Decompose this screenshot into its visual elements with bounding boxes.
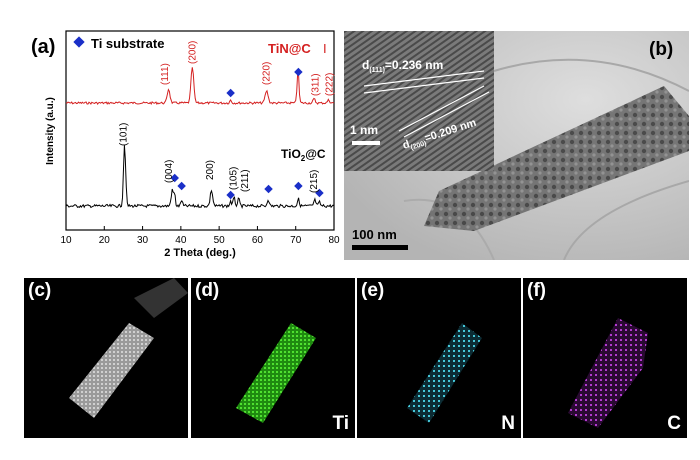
- c-map: (f) C: [523, 278, 687, 438]
- panel-label-c: (c): [28, 280, 52, 301]
- peak-label: (222): [324, 73, 335, 96]
- tin-c-pattern-line: [65, 67, 335, 106]
- hrtem-inset: [344, 31, 494, 171]
- peak-label: (105): [228, 167, 239, 190]
- ti-map: (d) Ti: [191, 278, 355, 438]
- x-tick-label: 80: [328, 235, 340, 246]
- nanorod-c: [568, 318, 648, 428]
- x-axis: 10 20 30 40 50 60 70 80: [60, 226, 340, 246]
- inset-scale-label: 1 nm: [350, 123, 378, 137]
- x-tick-label: 20: [99, 235, 111, 246]
- xrd-chart: 10 20 30 40 50 60 70 80 (111) (200) (220) (311) (22…: [31, 30, 340, 259]
- ti-substrate-marker: [177, 181, 186, 191]
- ti-substrate-marker: [294, 67, 303, 77]
- y-axis-label: Intensity (a.u.): [45, 97, 56, 165]
- peak-label: (101): [118, 123, 129, 146]
- panel-label-f: (f): [527, 280, 546, 301]
- element-label-ti: Ti: [332, 413, 349, 434]
- peak-label: (311): [311, 73, 322, 96]
- peak-label: 200): [205, 160, 216, 180]
- ti-substrate-marker: [226, 88, 235, 98]
- tio2-c-pattern-line: [65, 145, 335, 209]
- x-axis-label: 2 Theta (deg.): [164, 247, 236, 259]
- plot-frame: [65, 30, 335, 231]
- tio2-series-label: TiO2@C: [281, 147, 326, 163]
- ti-substrate-marker: [315, 188, 324, 198]
- nanorod-image: [424, 86, 689, 231]
- scale-bar-label: 100 nm: [352, 227, 397, 242]
- legend-diamond-icon: [73, 36, 85, 48]
- peak-label: (215): [309, 170, 320, 193]
- haadf-map: (c): [24, 278, 188, 438]
- ti-substrate-marker: [170, 173, 179, 183]
- peak-label: (220): [262, 62, 273, 85]
- inset-scale-bar: [352, 141, 380, 145]
- panel-label-e: (e): [361, 280, 385, 301]
- x-tick-label: 50: [214, 235, 226, 246]
- nanorod-n: [407, 323, 482, 423]
- n-map: (e) N: [357, 278, 521, 438]
- legend-ti-substrate: Ti substrate: [91, 36, 164, 51]
- x-tick-label: 60: [252, 235, 264, 246]
- element-label-n: N: [501, 413, 515, 434]
- xrd-chart-panel: 10 20 30 40 50 60 70 80 (111) (200) (220) (311) (22…: [0, 0, 342, 262]
- peak-label: (200): [187, 41, 198, 64]
- ti-substrate-marker: [226, 190, 235, 200]
- x-tick-label: 70: [290, 235, 302, 246]
- x-tick-label: 40: [175, 235, 187, 246]
- tin-series-label: TiN@C: [268, 41, 311, 56]
- ti-substrate-markers: [170, 67, 324, 200]
- ti-substrate-marker: [264, 184, 273, 194]
- panel-label-a: (a): [31, 36, 55, 58]
- peak-label: (211): [240, 169, 251, 192]
- panel-label-d: (d): [195, 280, 220, 301]
- x-tick-label: 10: [60, 235, 72, 246]
- nanorod-ti: [236, 323, 316, 423]
- tin-series-mark: I: [323, 41, 327, 56]
- x-tick-label: 30: [137, 235, 149, 246]
- ti-substrate-marker: [294, 181, 303, 191]
- scale-bar: [352, 245, 408, 250]
- element-label-c: C: [667, 413, 681, 434]
- peak-label: (111): [160, 63, 171, 85]
- peak-label: (004): [164, 160, 175, 183]
- d111-label: d(111)=0.236 nm: [362, 58, 443, 74]
- tem-image: d(111)=0.236 nm d(200)=0.209 nm 1 nm 100…: [344, 31, 689, 260]
- tem-image-panel: d(111)=0.236 nm d(200)=0.209 nm 1 nm 100…: [344, 31, 689, 260]
- peak-labels: (111) (200) (220) (311) (222) (101) (004) 200) (…: [118, 41, 335, 193]
- panel-label-b: (b): [649, 39, 673, 60]
- nanorod-haadf: [69, 323, 154, 418]
